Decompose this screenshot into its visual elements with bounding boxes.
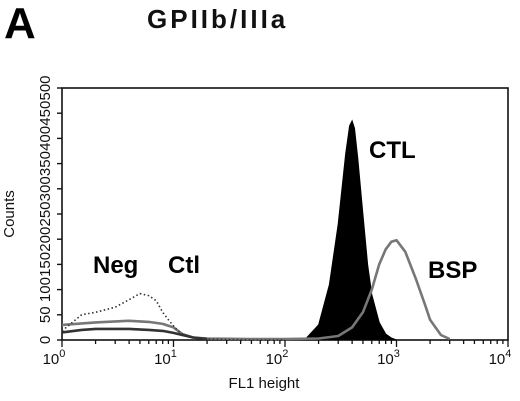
y-tick-label: 450	[37, 101, 54, 126]
x-tick-label: 103	[377, 348, 400, 368]
x-tick-base: 10	[43, 351, 60, 368]
x-tick-base: 10	[154, 351, 171, 368]
y-tick-label: 500	[37, 75, 54, 100]
x-tick-label: 104	[489, 348, 512, 368]
annotation-ctl-neg: Ctl	[168, 252, 200, 279]
y-tick-label: 0	[37, 336, 54, 344]
x-tick-exponent: 3	[394, 348, 400, 360]
y-tick-label: 250	[37, 201, 54, 226]
series-ctl-area	[303, 119, 397, 341]
plot-frame	[61, 87, 509, 341]
x-tick-label: 100	[43, 348, 66, 368]
x-axis-title: FL1 height	[229, 375, 301, 392]
y-tick-label: 200	[37, 227, 54, 252]
x-tick-exponent: 0	[59, 348, 65, 360]
y-tick-label: 50	[37, 306, 54, 323]
y-tick-label: 350	[37, 151, 54, 176]
annotation-ctl: CTL	[369, 137, 416, 164]
x-tick-base: 10	[266, 351, 283, 368]
series-neg-ctl-line	[61, 292, 285, 341]
chart-title: GPIIb/IIIa	[147, 4, 288, 34]
panel-letter: A	[4, 0, 36, 48]
y-axis-title: Counts	[1, 190, 18, 238]
series-baseline-line	[61, 327, 208, 341]
x-tick-exponent: 1	[171, 348, 177, 360]
annotation-neg: Neg	[93, 252, 138, 279]
y-tick-label: 100	[37, 277, 54, 302]
annotation-bsp: BSP	[428, 257, 477, 284]
x-tick-exponent: 2	[282, 348, 288, 360]
y-tick-label: 400	[37, 126, 54, 151]
x-tick-label: 102	[266, 348, 289, 368]
x-tick-label: 101	[154, 348, 177, 368]
x-tick-exponent: 4	[505, 348, 511, 360]
series-layer	[61, 119, 451, 341]
x-tick-base: 10	[377, 351, 394, 368]
series-bsp-line	[61, 238, 451, 341]
x-tick-labels: 100 101 102 103 104	[43, 348, 512, 368]
y-tick-label: 300	[37, 176, 54, 201]
ticks-layer	[57, 87, 509, 347]
y-tick-label: 150	[37, 252, 54, 277]
x-tick-base: 10	[489, 351, 506, 368]
